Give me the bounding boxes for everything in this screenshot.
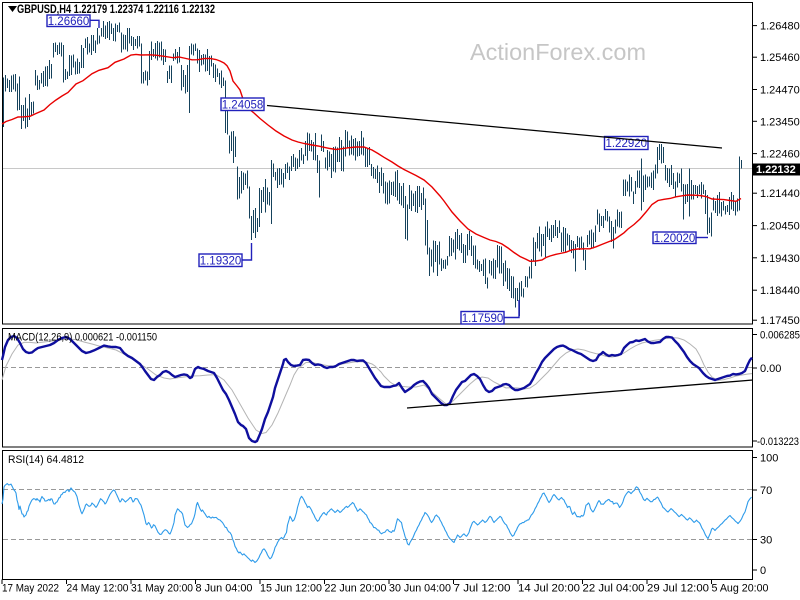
svg-text:8 Jun 04:00: 8 Jun 04:00: [196, 583, 253, 595]
svg-text:24 May 12:00: 24 May 12:00: [67, 583, 129, 595]
svg-text:1.19320: 1.19320: [200, 255, 242, 267]
svg-text:1.18440: 1.18440: [760, 285, 800, 297]
svg-text:1.23450: 1.23450: [760, 116, 800, 128]
svg-text:100: 100: [760, 453, 778, 465]
svg-text:70: 70: [760, 485, 772, 497]
svg-text:29 Jul 12:00: 29 Jul 12:00: [647, 583, 709, 595]
svg-text:1.17590: 1.17590: [462, 313, 504, 325]
svg-text:22 Jul 04:00: 22 Jul 04:00: [583, 583, 645, 595]
svg-text:30: 30: [760, 535, 772, 547]
svg-text:ActionForex.com: ActionForex.com: [470, 39, 646, 65]
svg-text:0.006285: 0.006285: [760, 330, 800, 342]
svg-text:MACD(12,26,9) 0.000621 -0.0011: MACD(12,26,9) 0.000621 -0.001150: [8, 332, 157, 344]
svg-text:1.25460: 1.25460: [760, 52, 800, 64]
svg-text:1.22460: 1.22460: [760, 149, 800, 161]
svg-text:-0.013223: -0.013223: [757, 436, 799, 448]
svg-text:5 Aug 20:00: 5 Aug 20:00: [712, 583, 769, 595]
svg-text:1.22920: 1.22920: [605, 138, 647, 150]
svg-text:1.22132: 1.22132: [756, 164, 796, 176]
svg-text:RSI(14) 64.4812: RSI(14) 64.4812: [8, 454, 84, 466]
svg-text:1.24058: 1.24058: [222, 99, 264, 111]
svg-text:17 May 2022: 17 May 2022: [2, 583, 59, 595]
svg-text:22 Jun 20:00: 22 Jun 20:00: [325, 583, 387, 595]
svg-text:1.26480: 1.26480: [760, 21, 800, 33]
svg-text:14 Jul 20:00: 14 Jul 20:00: [518, 583, 580, 595]
svg-text:30 Jun 04:00: 30 Jun 04:00: [389, 583, 451, 595]
svg-text:15 Jun 12:00: 15 Jun 12:00: [260, 583, 322, 595]
svg-text:1.21440: 1.21440: [760, 188, 800, 200]
svg-text:1.26660: 1.26660: [48, 16, 90, 28]
svg-text:31 May 20:00: 31 May 20:00: [131, 583, 193, 595]
svg-text:1.20450: 1.20450: [760, 221, 800, 233]
svg-text:1.20020: 1.20020: [654, 233, 696, 245]
svg-text:0.00: 0.00: [760, 363, 781, 375]
svg-text:1.17450: 1.17450: [760, 315, 800, 327]
svg-text:GBPUSD,H4 1.22179 1.22374 1.22: GBPUSD,H4 1.22179 1.22374 1.22116 1.2213…: [17, 4, 215, 16]
svg-text:1.24470: 1.24470: [760, 85, 800, 97]
svg-text:7 Jul 12:00: 7 Jul 12:00: [454, 583, 511, 595]
svg-text:1.19430: 1.19430: [760, 253, 800, 265]
svg-text:0: 0: [760, 565, 766, 577]
